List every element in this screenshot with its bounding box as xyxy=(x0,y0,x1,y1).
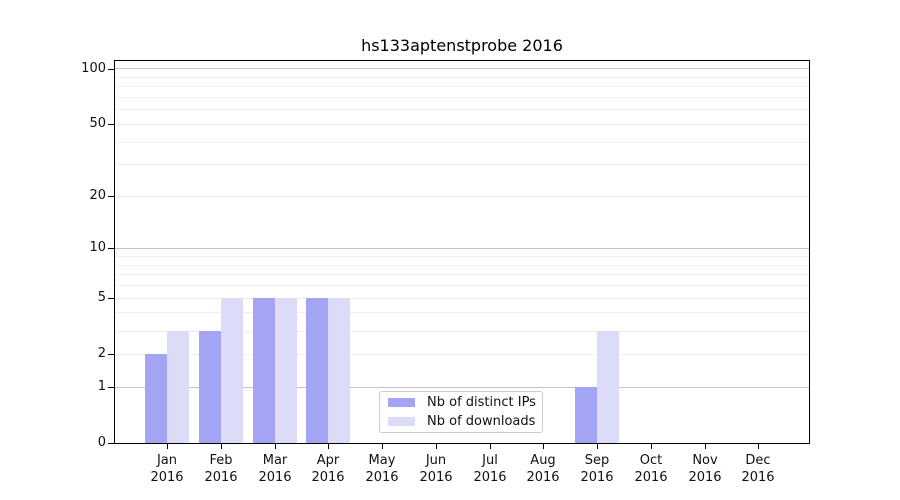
xtick-mark-mar xyxy=(275,444,276,449)
legend-item-downloads: Nb of downloads xyxy=(388,414,536,429)
gridline-major-100 xyxy=(115,68,809,69)
gridline-minor-5 xyxy=(115,298,809,299)
xtick-label-aug: Aug 2016 xyxy=(526,453,560,485)
gridline-minor-90 xyxy=(115,77,809,78)
bar-downloads-mar xyxy=(275,298,297,443)
chart-title: hs133aptenstprobe 2016 xyxy=(361,36,563,55)
ytick-label-10: 10 xyxy=(89,240,106,255)
xtick-mark-nov xyxy=(705,444,706,449)
ytick-mark-2 xyxy=(108,354,114,355)
xtick-mark-dec xyxy=(758,444,759,449)
xtick-mark-feb xyxy=(221,444,222,449)
gridline-minor-7 xyxy=(115,274,809,275)
xtick-label-jan: Jan 2016 xyxy=(150,453,184,485)
gridline-minor-40 xyxy=(115,142,809,143)
xtick-label-mar: Mar 2016 xyxy=(258,453,292,485)
legend-item-distinct-ips: Nb of distinct IPs xyxy=(388,395,536,410)
xtick-label-feb: Feb 2016 xyxy=(204,453,238,485)
bar-downloads-jan xyxy=(167,331,189,443)
xtick-mark-apr xyxy=(328,444,329,449)
xtick-label-dec: Dec 2016 xyxy=(741,453,775,485)
xtick-mark-sep xyxy=(597,444,598,449)
gridline-minor-80 xyxy=(115,86,809,87)
gridline-minor-70 xyxy=(115,97,809,98)
gridline-minor-4 xyxy=(115,312,809,313)
bar-ips-jan xyxy=(145,354,167,443)
gridline-minor-8 xyxy=(115,265,809,266)
legend-label-distinct-ips: Nb of distinct IPs xyxy=(427,395,536,410)
gridline-minor-2 xyxy=(115,354,809,355)
plot-area xyxy=(114,60,810,444)
gridline-minor-50 xyxy=(115,124,809,125)
bar-ips-mar xyxy=(253,298,275,443)
ytick-label-2: 2 xyxy=(97,346,106,361)
ytick-mark-5 xyxy=(108,298,114,299)
bar-downloads-sep xyxy=(597,331,619,443)
xtick-mark-jul xyxy=(490,444,491,449)
gridline-minor-20 xyxy=(115,196,809,197)
xtick-mark-jan xyxy=(167,444,168,449)
gridline-major-10 xyxy=(115,248,809,249)
ytick-mark-100 xyxy=(108,69,114,70)
xtick-mark-aug xyxy=(543,444,544,449)
gridline-minor-9 xyxy=(115,256,809,257)
xtick-label-sep: Sep 2016 xyxy=(580,453,614,485)
bar-downloads-feb xyxy=(221,298,243,443)
xtick-label-apr: Apr 2016 xyxy=(311,453,345,485)
xtick-mark-jun xyxy=(436,444,437,449)
gridline-minor-30 xyxy=(115,164,809,165)
gridline-major-1 xyxy=(115,387,809,388)
ytick-label-1: 1 xyxy=(97,379,106,394)
xtick-mark-may xyxy=(382,444,383,449)
legend: Nb of distinct IPs Nb of downloads xyxy=(379,391,543,433)
ytick-mark-10 xyxy=(108,248,114,249)
bar-ips-feb xyxy=(199,331,221,443)
gridline-minor-3 xyxy=(115,331,809,332)
ytick-label-0: 0 xyxy=(97,435,106,450)
legend-swatch-downloads xyxy=(388,417,415,426)
bar-ips-apr xyxy=(306,298,328,443)
legend-label-downloads: Nb of downloads xyxy=(427,414,536,429)
bar-downloads-apr xyxy=(328,298,350,443)
ytick-label-50: 50 xyxy=(89,116,106,131)
ytick-label-5: 5 xyxy=(97,290,106,305)
xtick-label-jul: Jul 2016 xyxy=(473,453,507,485)
xtick-label-may: May 2016 xyxy=(365,453,399,485)
gridline-minor-60 xyxy=(115,109,809,110)
ytick-mark-1 xyxy=(108,387,114,388)
xtick-label-oct: Oct 2016 xyxy=(634,453,668,485)
ytick-label-100: 100 xyxy=(81,61,106,76)
ytick-mark-50 xyxy=(108,124,114,125)
gridline-minor-6 xyxy=(115,285,809,286)
ytick-label-20: 20 xyxy=(89,188,106,203)
ytick-mark-20 xyxy=(108,196,114,197)
ytick-mark-0 xyxy=(108,443,114,444)
xtick-label-jun: Jun 2016 xyxy=(419,453,453,485)
xtick-label-nov: Nov 2016 xyxy=(688,453,722,485)
bar-ips-sep xyxy=(575,387,597,443)
xtick-mark-oct xyxy=(651,444,652,449)
legend-swatch-distinct-ips xyxy=(388,398,415,407)
